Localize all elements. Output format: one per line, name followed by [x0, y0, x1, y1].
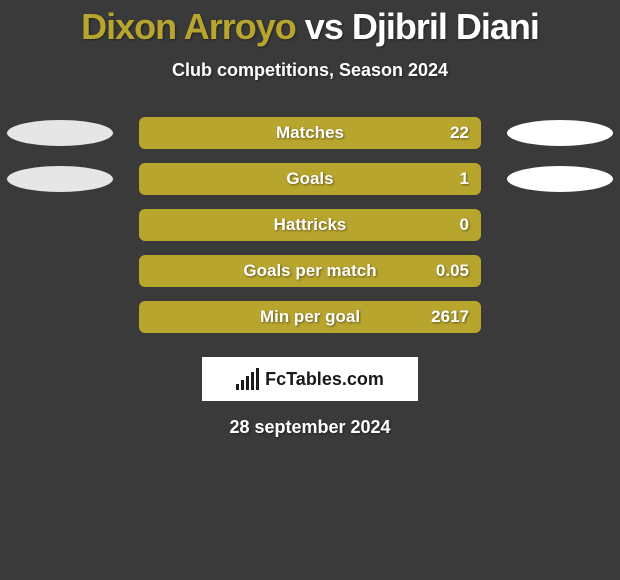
- comparison-title: Dixon Arroyo vs Djibril Diani: [0, 0, 620, 48]
- stat-row: Hattricks0: [0, 209, 620, 241]
- player1-name: Dixon Arroyo: [81, 6, 296, 47]
- stat-label: Min per goal: [139, 301, 481, 333]
- logo-text: FcTables.com: [265, 369, 384, 390]
- stat-bar: Min per goal2617: [139, 301, 481, 333]
- stats-rows: Matches22 Goals1 Hattricks0 Goals per match…: [0, 117, 620, 333]
- logo-bars-icon: [236, 368, 259, 390]
- vs-text: vs: [305, 6, 343, 47]
- player1-marker: [7, 120, 113, 146]
- date-label: 28 september 2024: [0, 417, 620, 438]
- stat-row: Min per goal2617: [0, 301, 620, 333]
- stat-bar: Goals per match0.05: [139, 255, 481, 287]
- stat-bar: Hattricks0: [139, 209, 481, 241]
- player2-marker: [507, 120, 613, 146]
- stat-row: Goals1: [0, 163, 620, 195]
- fctables-logo: FcTables.com: [202, 357, 418, 401]
- stat-value: 2617: [431, 301, 469, 333]
- stat-label: Hattricks: [139, 209, 481, 241]
- subtitle: Club competitions, Season 2024: [0, 60, 620, 81]
- stat-bar: Goals1: [139, 163, 481, 195]
- stat-value: 0: [460, 209, 469, 241]
- stat-value: 1: [460, 163, 469, 195]
- stat-value: 22: [450, 117, 469, 149]
- player2-marker: [507, 166, 613, 192]
- player1-marker: [7, 166, 113, 192]
- stat-bar: Matches22: [139, 117, 481, 149]
- stat-value: 0.05: [436, 255, 469, 287]
- stat-label: Matches: [139, 117, 481, 149]
- stat-label: Goals per match: [139, 255, 481, 287]
- player2-name: Djibril Diani: [352, 6, 539, 47]
- stat-label: Goals: [139, 163, 481, 195]
- stat-row: Goals per match0.05: [0, 255, 620, 287]
- stat-row: Matches22: [0, 117, 620, 149]
